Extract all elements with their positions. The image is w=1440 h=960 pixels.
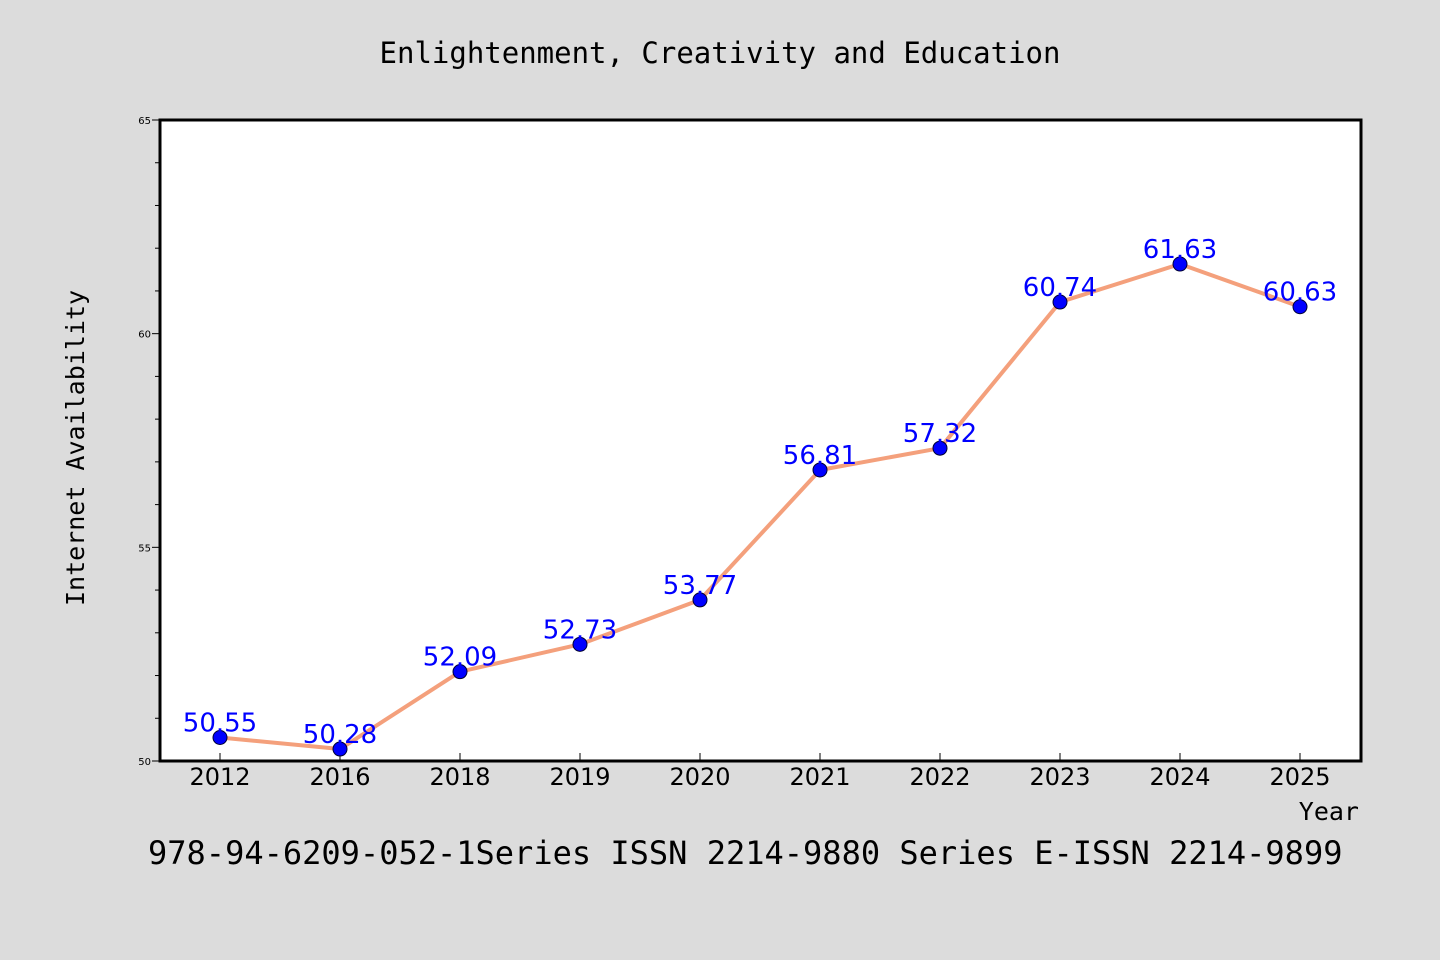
chart-title: Enlightenment, Creativity and Education <box>380 36 1061 70</box>
x-tick-label: 2022 <box>909 763 970 791</box>
data-point <box>332 741 348 757</box>
x-tick-label: 2016 <box>309 763 370 791</box>
x-tick-label: 2020 <box>669 763 730 791</box>
data-label: 57.32 <box>903 419 977 449</box>
data-point <box>1052 294 1068 310</box>
data-label: 60.63 <box>1263 278 1337 308</box>
data-label: 52.73 <box>543 615 617 645</box>
data-point <box>1292 299 1308 315</box>
x-tick-label: 2012 <box>189 763 250 791</box>
data-label: 52.09 <box>423 643 497 673</box>
data-point <box>572 636 588 652</box>
x-axis: 2012 2016 2018 2019 2020 2021 2022 2023 2024 2025 <box>189 753 1331 791</box>
y-axis-label: Internet Availability <box>61 290 90 606</box>
x-tick-label: 2021 <box>789 763 850 791</box>
x-axis-label: Year <box>1299 797 1359 826</box>
data-label: 56.81 <box>783 441 857 471</box>
data-label: 61.63 <box>1143 235 1217 265</box>
x-tick-label: 2019 <box>549 763 610 791</box>
data-point <box>692 592 708 608</box>
plot-area <box>158 118 1363 763</box>
x-tick-label: 2024 <box>1149 763 1210 791</box>
x-tick-label: 2018 <box>429 763 490 791</box>
x-tick-label: 2023 <box>1029 763 1090 791</box>
x-tick-label: 2025 <box>1269 763 1330 791</box>
y-tick-label: 65 <box>138 116 151 127</box>
footer-isbn-text: 978-94-6209-052-1Series ISSN 2214-9880 S… <box>148 834 1342 872</box>
series-group: 50.55 50.28 52.09 52.73 53.77 56.81 57.32 60.74… <box>183 235 1337 757</box>
data-point <box>932 440 948 456</box>
data-point <box>212 729 228 745</box>
data-label: 53.77 <box>663 571 737 601</box>
data-point <box>1172 256 1188 272</box>
data-label: 60.74 <box>1023 273 1097 303</box>
data-label: 50.55 <box>183 708 257 738</box>
y-tick-label: 60 <box>138 330 151 341</box>
data-point <box>452 664 468 680</box>
y-axis: 50 55 60 65 <box>138 116 160 768</box>
y-tick-label: 55 <box>138 543 151 554</box>
data-label: 50.28 <box>303 720 377 750</box>
series-line <box>219 262 1301 752</box>
data-point <box>812 462 828 478</box>
y-tick-label: 50 <box>138 757 151 768</box>
